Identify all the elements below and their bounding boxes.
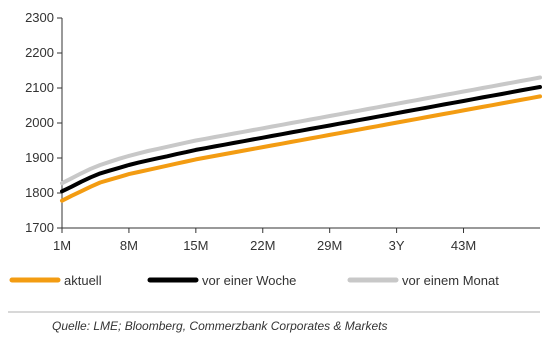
x-tick-label: 15M bbox=[183, 238, 208, 253]
y-tick-label: 1800 bbox=[25, 185, 54, 200]
legend-label: vor einem Monat bbox=[402, 273, 499, 288]
x-tick-label: 22M bbox=[250, 238, 275, 253]
x-tick-label: 43M bbox=[451, 238, 476, 253]
legend-label: vor einer Woche bbox=[202, 273, 296, 288]
series-line-vor-einer-woche bbox=[60, 85, 542, 194]
y-tick-label: 2100 bbox=[25, 80, 54, 95]
x-tick-label: 8M bbox=[120, 238, 138, 253]
series-line-aktuell bbox=[60, 94, 542, 203]
legend: aktuell vor einer Woche vor einem Monat bbox=[9, 273, 499, 288]
source-text: Quelle: LME; Bloomberg, Commerzbank Corp… bbox=[52, 319, 387, 333]
y-tick-label: 1900 bbox=[25, 150, 54, 165]
series-lines bbox=[60, 75, 542, 203]
x-tick-label: 3Y bbox=[389, 238, 405, 253]
x-tick-label: 1M bbox=[53, 238, 71, 253]
series-line-vor-einem-monat bbox=[60, 75, 542, 186]
y-axis-ticks: 1700 1800 1900 2000 2100 2200 2300 bbox=[25, 10, 62, 235]
y-tick-label: 2000 bbox=[25, 115, 54, 130]
x-axis-ticks: 1M 8M 15M 22M 29M 3Y 43M bbox=[53, 228, 476, 253]
legend-label: aktuell bbox=[64, 273, 102, 288]
y-tick-label: 1700 bbox=[25, 220, 54, 235]
y-tick-label: 2300 bbox=[25, 10, 54, 25]
x-tick-label: 29M bbox=[317, 238, 342, 253]
y-tick-label: 2200 bbox=[25, 45, 54, 60]
